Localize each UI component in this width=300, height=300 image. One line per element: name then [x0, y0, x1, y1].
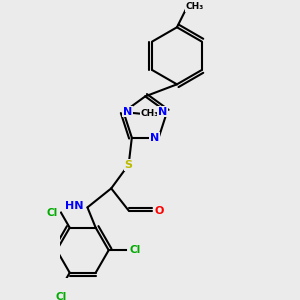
Text: HN: HN — [65, 201, 84, 211]
Text: O: O — [155, 206, 164, 216]
Text: N: N — [158, 106, 167, 116]
Text: Cl: Cl — [56, 292, 67, 300]
Text: CH₃: CH₃ — [185, 2, 203, 11]
Text: N: N — [150, 133, 159, 143]
Text: N: N — [123, 106, 133, 116]
Text: Cl: Cl — [46, 208, 58, 218]
Text: Cl: Cl — [129, 245, 141, 255]
Text: CH₃: CH₃ — [141, 109, 159, 118]
Text: S: S — [125, 160, 133, 170]
